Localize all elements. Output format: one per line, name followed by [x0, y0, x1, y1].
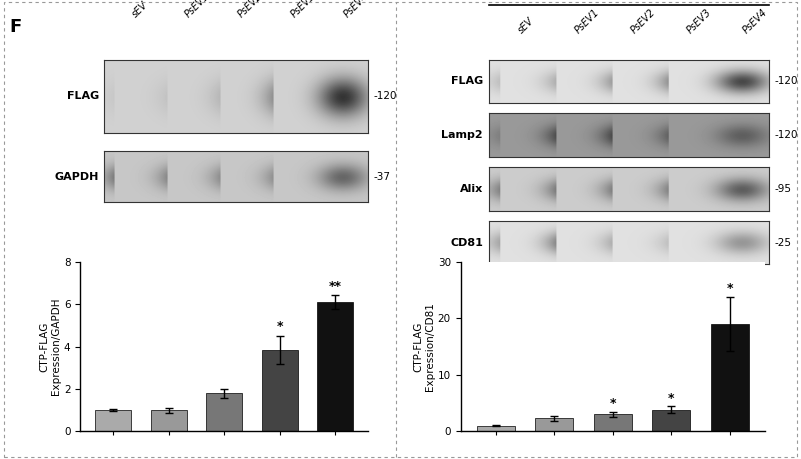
- Text: PsEV4: PsEV4: [342, 0, 370, 19]
- Text: sEV: sEV: [517, 16, 537, 36]
- Text: PsEV2: PsEV2: [236, 0, 264, 19]
- Text: *: *: [276, 320, 283, 333]
- Bar: [317, 302, 353, 431]
- Text: Alix: Alix: [460, 184, 483, 194]
- Text: FLAG: FLAG: [66, 91, 99, 101]
- Text: CD81: CD81: [450, 238, 483, 247]
- Text: **: **: [328, 280, 342, 293]
- Text: PsEV1: PsEV1: [183, 0, 211, 19]
- Text: PsEV4: PsEV4: [741, 7, 769, 36]
- Bar: [652, 410, 690, 431]
- Bar: [95, 410, 131, 431]
- Text: *: *: [668, 392, 674, 405]
- Bar: [594, 414, 632, 431]
- Text: GAPDH: GAPDH: [54, 172, 99, 182]
- Text: FLAG: FLAG: [451, 77, 483, 86]
- Bar: [207, 393, 243, 431]
- Text: Lamp2: Lamp2: [441, 130, 483, 140]
- Text: PsEV3: PsEV3: [685, 7, 713, 36]
- Text: -37: -37: [374, 172, 391, 182]
- Bar: [477, 426, 515, 431]
- Y-axis label: CTP-FLAG
Expression/CD81: CTP-FLAG Expression/CD81: [413, 302, 435, 391]
- Text: sEV: sEV: [618, 0, 640, 1]
- Text: sEV: sEV: [131, 0, 151, 19]
- Text: *: *: [610, 397, 616, 410]
- Text: -120: -120: [775, 130, 798, 140]
- Text: PsEV2: PsEV2: [629, 7, 657, 36]
- Text: PsEV1: PsEV1: [573, 7, 601, 36]
- Text: -120: -120: [775, 77, 798, 86]
- Text: -25: -25: [775, 238, 791, 247]
- Text: -95: -95: [775, 184, 791, 194]
- Text: F: F: [10, 18, 22, 36]
- Text: -120: -120: [374, 91, 397, 101]
- Y-axis label: CTP-FLAG
Expression/GAPDH: CTP-FLAG Expression/GAPDH: [39, 298, 61, 395]
- Bar: [262, 350, 298, 431]
- Bar: [151, 410, 187, 431]
- Text: *: *: [727, 282, 733, 295]
- Bar: [710, 324, 749, 431]
- Text: PsEV3: PsEV3: [289, 0, 317, 19]
- Bar: [535, 419, 574, 431]
